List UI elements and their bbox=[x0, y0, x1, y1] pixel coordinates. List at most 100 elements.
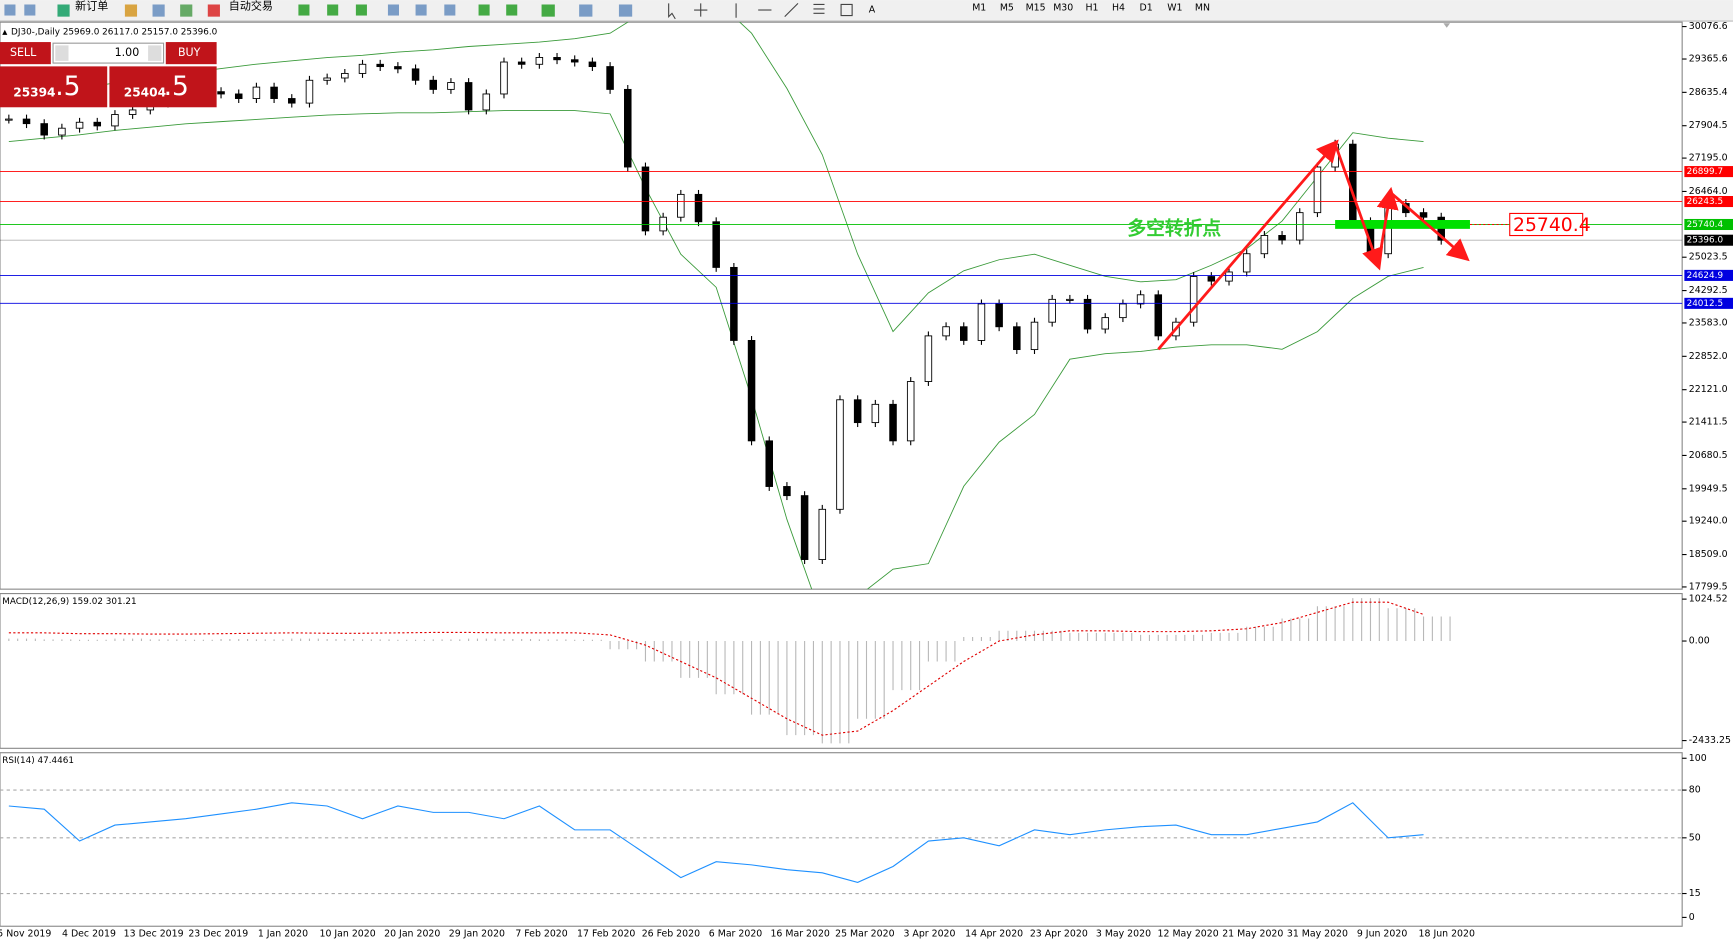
trend-arrows bbox=[1157, 139, 1470, 351]
x-tick-label: 21 May 2020 bbox=[1222, 928, 1283, 939]
candle bbox=[341, 72, 349, 79]
candle bbox=[500, 61, 508, 95]
y-tick-label: -2433.25 bbox=[1689, 735, 1731, 746]
price-plot bbox=[5, 22, 1445, 590]
y-tick-label: 18509.0 bbox=[1689, 549, 1728, 560]
timeframe-button[interactable]: M15 bbox=[1026, 2, 1046, 13]
candle bbox=[553, 57, 561, 61]
candle bbox=[1136, 294, 1145, 305]
volume-field[interactable] bbox=[52, 42, 165, 64]
y-tick-label: 17799.5 bbox=[1689, 581, 1728, 592]
price-level-label: 26243.5 bbox=[1687, 197, 1724, 207]
lower-band bbox=[8, 110, 1424, 590]
x-tick-label: 20 Jan 2020 bbox=[384, 928, 440, 939]
candle bbox=[323, 77, 331, 81]
buy-button[interactable] bbox=[165, 42, 217, 65]
chart-header: DJ30-,Daily 25969.0 26117.0 25157.0 2539… bbox=[11, 28, 218, 38]
candle bbox=[942, 326, 950, 337]
volume[interactable]: 1.00 bbox=[115, 46, 140, 59]
triangle: ▲ bbox=[2, 28, 8, 36]
timeframe-button[interactable]: M5 bbox=[1000, 2, 1014, 13]
x-tick-label: 4 Dec 2019 bbox=[62, 928, 116, 939]
candle bbox=[288, 98, 296, 104]
turning-zone bbox=[1335, 220, 1470, 229]
candle bbox=[252, 86, 261, 99]
toolbar bbox=[0, 0, 1733, 22]
timeframe-button[interactable]: M30 bbox=[1053, 2, 1073, 13]
candle bbox=[464, 82, 473, 111]
candle bbox=[1207, 276, 1216, 282]
timeframe-button[interactable]: W1 bbox=[1167, 2, 1182, 13]
panel-title: RSI(14) 47.4461 bbox=[2, 756, 74, 766]
price-level-tag bbox=[1684, 234, 1733, 246]
candle bbox=[641, 166, 650, 232]
candle bbox=[411, 68, 420, 81]
candle bbox=[800, 495, 809, 560]
timeframe-button[interactable]: D1 bbox=[1140, 2, 1153, 13]
price-level-label: 24012.5 bbox=[1687, 299, 1724, 309]
timeframe-button[interactable]: H1 bbox=[1085, 2, 1098, 13]
new-order-button[interactable]: 新订单 bbox=[75, 0, 108, 13]
y-tick-label: 1024.52 bbox=[1689, 594, 1728, 605]
candle bbox=[960, 326, 968, 341]
candle bbox=[570, 59, 579, 63]
candle bbox=[75, 121, 84, 129]
candle bbox=[836, 399, 844, 510]
price-level-label: 26899.7 bbox=[1687, 167, 1724, 177]
timeframe-button[interactable]: H4 bbox=[1112, 2, 1125, 13]
candle bbox=[747, 340, 756, 442]
x-tick-label: 25 Mar 2020 bbox=[835, 928, 894, 939]
macd-signal bbox=[8, 601, 1424, 736]
y-tick-label: 100 bbox=[1689, 753, 1707, 764]
candle bbox=[1013, 326, 1021, 351]
rsi-line bbox=[8, 802, 1424, 883]
y-tick-label: 27904.5 bbox=[1689, 120, 1728, 131]
y-tick-label: 29365.6 bbox=[1689, 54, 1728, 65]
candle bbox=[234, 93, 243, 99]
candle bbox=[1278, 235, 1286, 241]
x-tick-label: 26 Feb 2020 bbox=[642, 928, 700, 939]
buy-price-box[interactable] bbox=[109, 66, 217, 108]
candle bbox=[358, 63, 367, 74]
candle bbox=[376, 63, 384, 68]
candle bbox=[482, 93, 491, 111]
candle bbox=[1189, 276, 1198, 323]
y-tick-label: 19240.0 bbox=[1689, 516, 1728, 527]
price-level-label: 25396.0 bbox=[1687, 236, 1724, 246]
y-tick-label: 19949.5 bbox=[1689, 483, 1728, 494]
candle bbox=[1119, 303, 1127, 319]
timeframe-button[interactable]: M1 bbox=[972, 2, 986, 13]
x-tick-label: 23 Dec 2019 bbox=[188, 928, 248, 939]
candle bbox=[730, 266, 738, 341]
sell-label[interactable]: SELL bbox=[10, 46, 37, 59]
callout-box bbox=[1509, 212, 1584, 237]
buy-price-frac: .5 bbox=[164, 71, 189, 102]
panel-title: MACD(12,26,9) 159.02 301.21 bbox=[2, 597, 136, 607]
sell-button[interactable] bbox=[0, 42, 51, 65]
sell-price: 25394 bbox=[13, 85, 55, 99]
x-tick-label: 6 Mar 2020 bbox=[709, 928, 763, 939]
candle bbox=[1101, 317, 1109, 330]
candle bbox=[270, 86, 278, 99]
buy-label[interactable]: BUY bbox=[178, 46, 201, 59]
candle bbox=[765, 440, 773, 487]
x-tick-label: 14 Apr 2020 bbox=[965, 928, 1023, 939]
candle bbox=[1295, 212, 1304, 241]
candle bbox=[1154, 294, 1163, 337]
candle bbox=[1066, 298, 1074, 301]
toolbar-tools bbox=[668, 2, 853, 20]
candle bbox=[977, 303, 986, 341]
candle bbox=[588, 61, 597, 68]
timeframe-button[interactable]: MN bbox=[1195, 2, 1210, 13]
auto-trading-button[interactable]: 自动交易 bbox=[229, 0, 273, 13]
candle bbox=[5, 118, 13, 121]
y-tick-label: 0 bbox=[1689, 912, 1695, 923]
candle bbox=[677, 193, 685, 218]
sell-price-box[interactable] bbox=[0, 66, 108, 108]
annotation: 多空转折点 bbox=[1127, 216, 1221, 239]
y-tick-label: 25023.5 bbox=[1689, 252, 1728, 263]
x-tick-label: 23 Apr 2020 bbox=[1030, 928, 1088, 939]
x-tick-label: 10 Jan 2020 bbox=[319, 928, 375, 939]
candle bbox=[1260, 235, 1269, 255]
